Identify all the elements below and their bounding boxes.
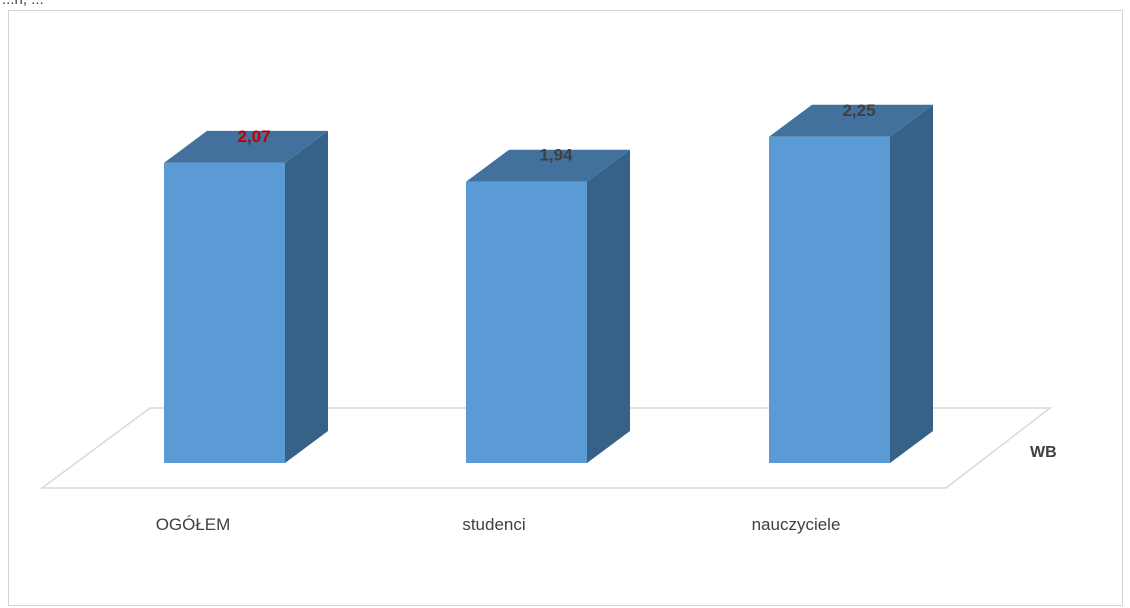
bar-top-face <box>466 149 630 182</box>
bar-side-face <box>285 130 328 463</box>
category-label: OGÓŁEM <box>156 515 231 534</box>
top-cropped-text-label: ...n, ... <box>2 0 44 8</box>
bar-1 <box>164 130 328 463</box>
category-label: nauczyciele <box>752 515 841 534</box>
bar-2 <box>466 149 630 463</box>
category-label: studenci <box>462 515 525 534</box>
bar-side-face <box>587 149 630 463</box>
value-label: 2,07 <box>237 127 270 146</box>
bar-front-face <box>164 162 285 463</box>
bar-top-face <box>164 130 328 163</box>
bar-side-face <box>890 104 933 463</box>
value-label: 1,94 <box>539 146 573 165</box>
chart-floor <box>39 407 1053 489</box>
bar-top-face <box>769 104 933 137</box>
bar-3 <box>769 104 933 463</box>
series-label: WB <box>1030 444 1057 461</box>
top-cropped-text: ...n, ... <box>0 0 200 10</box>
bar-front-face <box>769 136 890 463</box>
bars-group: 2,07 1,94 2,25 <box>164 101 933 463</box>
category-labels: OGÓŁEM studenci nauczyciele <box>156 515 841 534</box>
bar-front-face <box>466 181 587 463</box>
value-label: 2,25 <box>842 101 875 120</box>
